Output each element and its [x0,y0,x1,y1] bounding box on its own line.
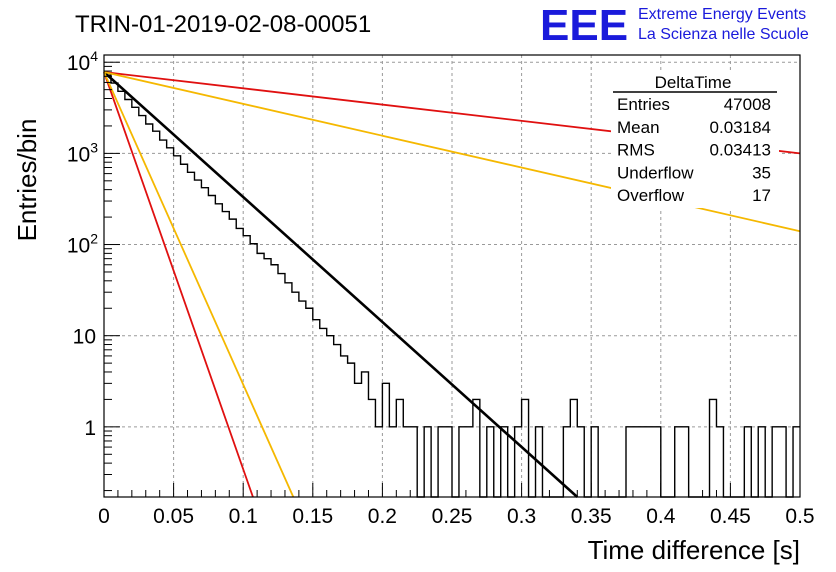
y-tick-label: 103 [67,139,98,166]
fit-lines-layer [103,71,801,498]
stats-row-label: Mean [617,118,660,137]
stats-box-frame [611,72,779,208]
y-tick-label: 10 [73,326,96,349]
stats-row-value: 0.03184 [710,118,771,137]
y-tick-labels: 1 10 102 103 104 [67,48,98,440]
exponential-fit-line [103,71,254,498]
stats-row-value: 17 [752,186,771,205]
y-tick-label: 104 [67,48,98,75]
stats-row-value: 0.03413 [710,141,771,160]
exponential-fit-line [103,71,579,498]
axis-ticks [103,61,801,497]
x-tick-label: 0.2 [368,505,397,528]
x-tick-label: 0.15 [292,505,333,528]
x-tick-label: 0.5 [785,505,814,528]
page-title: TRIN-01-2019-02-08-00051 [75,11,371,38]
stats-row-label: Underflow [617,163,694,182]
y-tick-label: 102 [67,231,98,258]
logo-line-1: Extreme Energy Events [638,6,806,23]
logo-mark: EEE [540,1,628,50]
x-axis-label: Time difference [s] [588,535,800,565]
stats-row-label: Entries [617,95,670,114]
x-tick-label: 0.35 [571,505,612,528]
x-tick-label: 0.05 [153,505,194,528]
x-tick-labels: 0 0.05 0.1 0.15 0.2 0.25 0.3 0.35 0.4 0.45 0.5 [98,505,814,528]
stats-row-value: 47008 [724,95,771,114]
x-tick-label: 0.4 [646,505,676,528]
eee-logo: EEE Extreme Energy Events La Scienza nel… [540,1,809,50]
y-axis-label: Entries/bin [12,119,42,242]
stats-title: DeltaTime [655,73,732,92]
x-tick-label: 0.45 [710,505,751,528]
logo-line-2: La Scienza nelle Scuole [638,26,809,43]
stats-row-label: Overflow [617,186,685,205]
x-tick-label: 0.1 [229,505,258,528]
stats-row-value: 35 [752,163,771,182]
stats-box: DeltaTime Entries 47008 Mean 0.03184 RMS 0.03… [611,72,779,208]
stats-row-label: RMS [617,141,655,160]
stats-rows: Entries 47008 Mean 0.03184 RMS 0.03413 Underfl… [617,95,771,205]
x-tick-label: 0.25 [432,505,473,528]
x-tick-label: 0 [98,505,110,528]
exponential-fit-line [103,71,295,498]
x-tick-label: 0.3 [507,505,536,528]
y-tick-label: 1 [84,417,96,440]
